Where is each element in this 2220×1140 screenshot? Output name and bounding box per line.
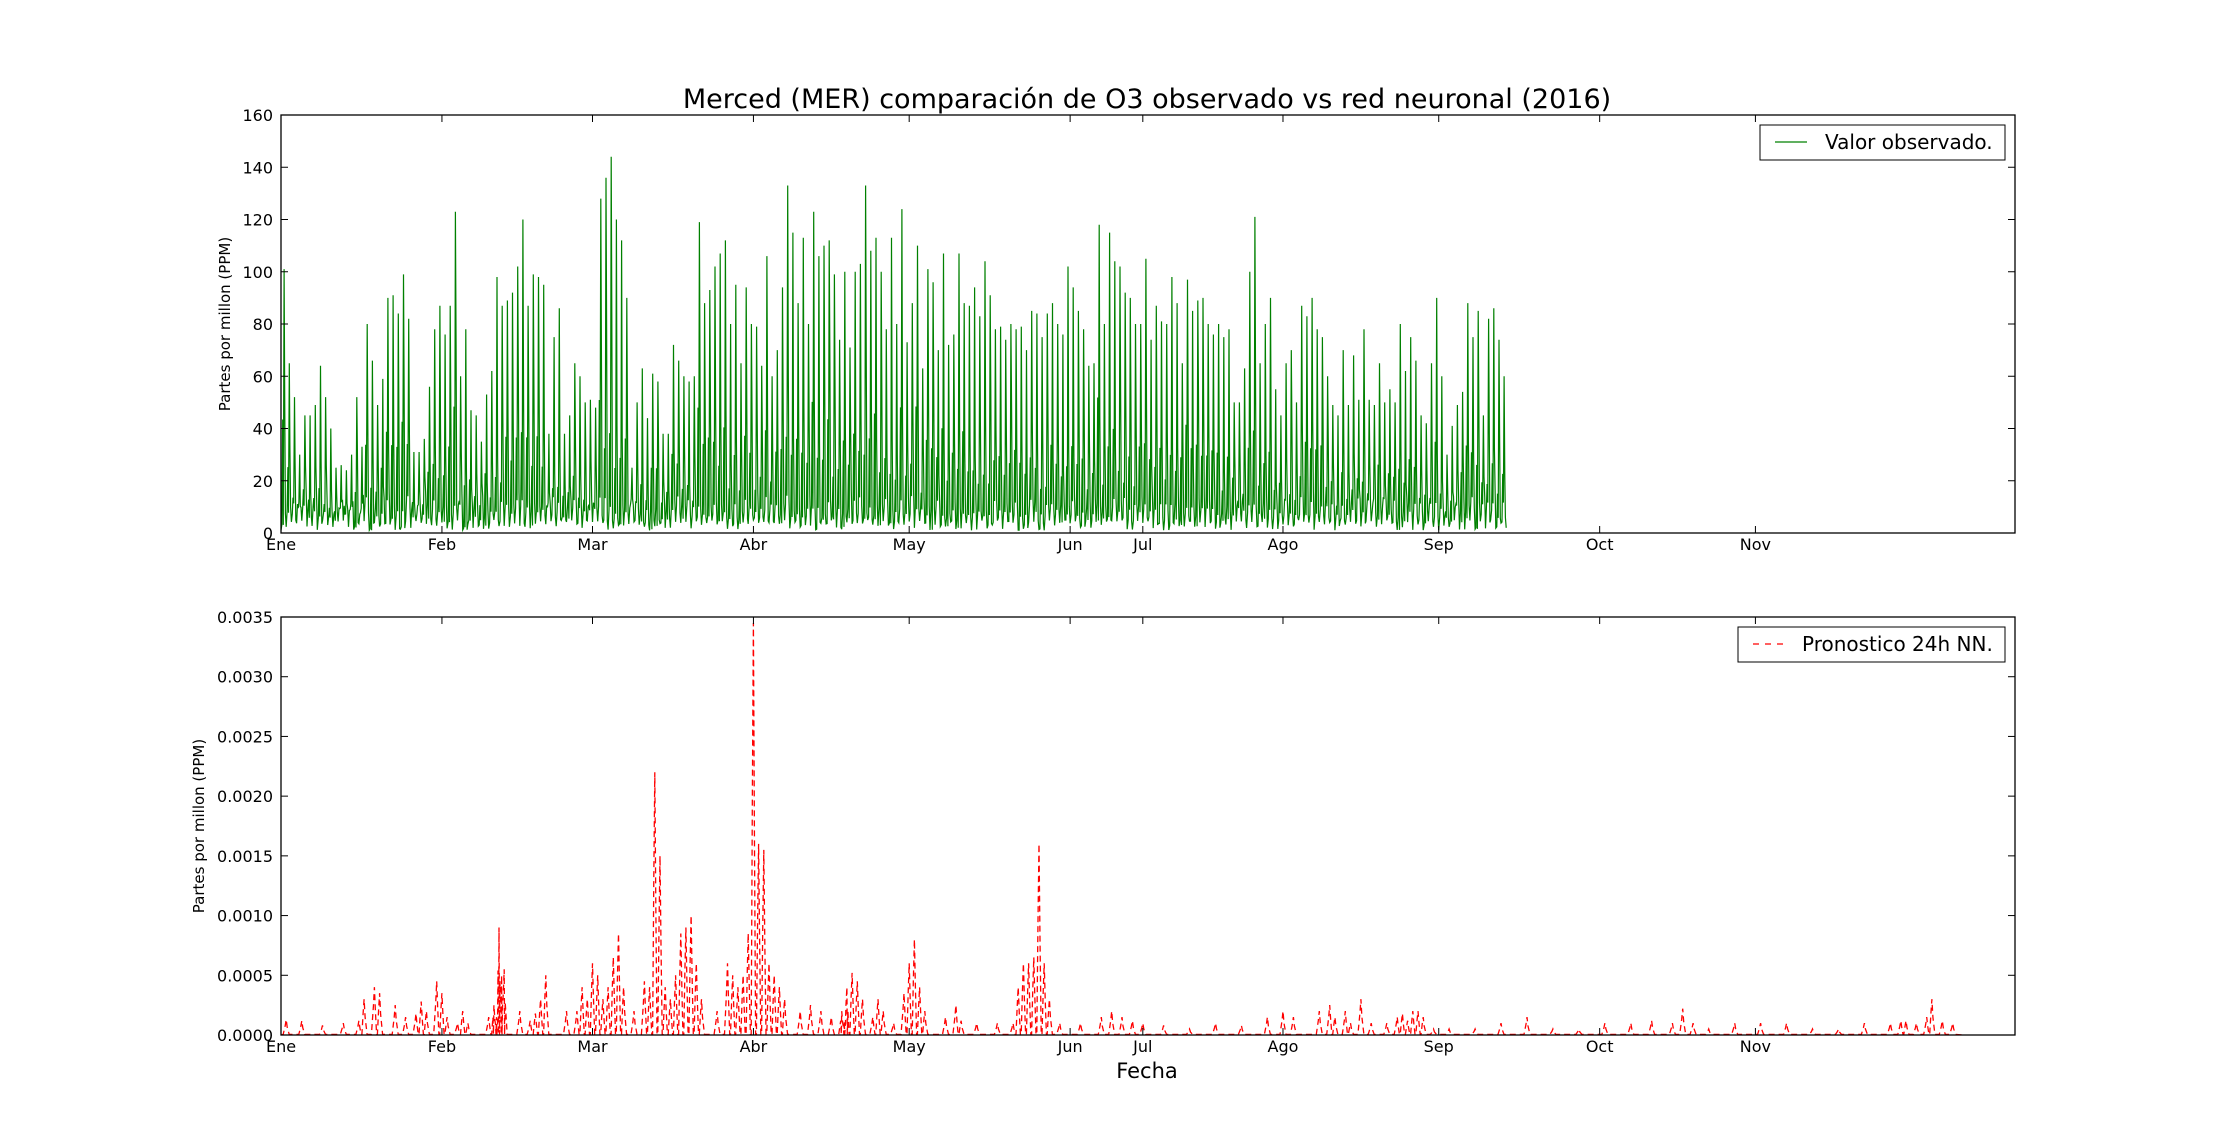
y-axis-label-top: Partes por millon (PPM) (216, 237, 234, 411)
y-tick-label: 120 (242, 211, 273, 230)
x-axis-label: Fecha (1116, 1059, 1178, 1083)
y-tick-label: 0 (263, 524, 273, 543)
x-tick-label: May (893, 535, 926, 554)
forecast-series-group (280, 622, 1964, 1036)
y-tick-label: 40 (253, 420, 273, 439)
y-tick-label: 140 (242, 158, 273, 177)
x-tick-label: Sep (1424, 1037, 1454, 1056)
chart-title: Merced (MER) comparación de O3 observado… (683, 84, 1611, 115)
y-tick-label: 100 (242, 263, 273, 282)
panel-forecast: 0.0000 0.0005 0.0010 0.0015 0.0020 0.0025 0.00… (190, 608, 2016, 1056)
plot-frame-top (280, 114, 2016, 534)
y-tick-label: 0.0030 (217, 668, 273, 687)
forecast-series-line (280, 622, 1964, 1036)
y-tick-label: 160 (242, 106, 273, 125)
plot-frame-bottom (280, 616, 2016, 1036)
panel-observed: 0 20 40 60 80 100 120 140 160 Ene Feb Mar Abr May Jun… (216, 106, 2016, 554)
y-tick-label: 0.0010 (217, 907, 273, 926)
x-axis-ticks-bottom: Ene Feb Mar Abr May Jun Jul Ago Sep Oct Nov (266, 617, 1771, 1056)
legend-top: Valor observado. (1759, 124, 2006, 161)
legend-label-forecast: Pronostico 24h NN. (1802, 632, 1993, 656)
x-tick-label: May (893, 1037, 926, 1056)
y-tick-label: 0.0000 (217, 1026, 273, 1045)
y-tick-label: 0.0015 (217, 847, 273, 866)
x-tick-label: Ene (266, 535, 296, 554)
x-tick-label: Sep (1424, 535, 1454, 554)
y-tick-label: 60 (253, 367, 273, 386)
observed-series-group (280, 156, 1507, 533)
x-tick-label: Jun (1057, 1037, 1083, 1056)
x-tick-label: Nov (1740, 535, 1771, 554)
x-tick-label: Ago (1268, 1037, 1299, 1056)
legend-bottom: Pronostico 24h NN. (1737, 626, 2006, 663)
legend-label-observed: Valor observado. (1825, 130, 1993, 154)
x-tick-label: Jul (1132, 1037, 1152, 1056)
x-tick-label: Oct (1586, 1037, 1614, 1056)
y-tick-label: 20 (253, 472, 273, 491)
y-axis-label-bottom: Partes por millon (PPM) (190, 739, 208, 913)
x-tick-label: Feb (428, 1037, 456, 1056)
x-tick-label: Abr (740, 535, 768, 554)
x-tick-label: Nov (1740, 1037, 1771, 1056)
y-axis-ticks-top: 0 20 40 60 80 100 120 140 160 (242, 106, 2015, 543)
x-tick-label: Jul (1132, 535, 1152, 554)
x-tick-label: Ago (1268, 535, 1299, 554)
x-tick-label: Mar (577, 535, 608, 554)
observed-series-line (280, 156, 1507, 533)
x-axis-ticks-top: Ene Feb Mar Abr May Jun Jul Ago Sep Oct Nov (266, 115, 1771, 554)
y-tick-label: 0.0035 (217, 608, 273, 627)
x-tick-label: Oct (1586, 535, 1614, 554)
x-tick-label: Ene (266, 1037, 296, 1056)
y-tick-label: 0.0025 (217, 727, 273, 746)
x-tick-label: Abr (740, 1037, 768, 1056)
y-tick-label: 0.0020 (217, 787, 273, 806)
y-axis-ticks-bottom: 0.0000 0.0005 0.0010 0.0015 0.0020 0.0025 0.00… (217, 608, 2015, 1045)
x-tick-label: Feb (428, 535, 456, 554)
x-tick-label: Mar (577, 1037, 608, 1056)
x-tick-label: Jun (1057, 535, 1083, 554)
y-tick-label: 80 (253, 315, 273, 334)
y-tick-label: 0.0005 (217, 966, 273, 985)
